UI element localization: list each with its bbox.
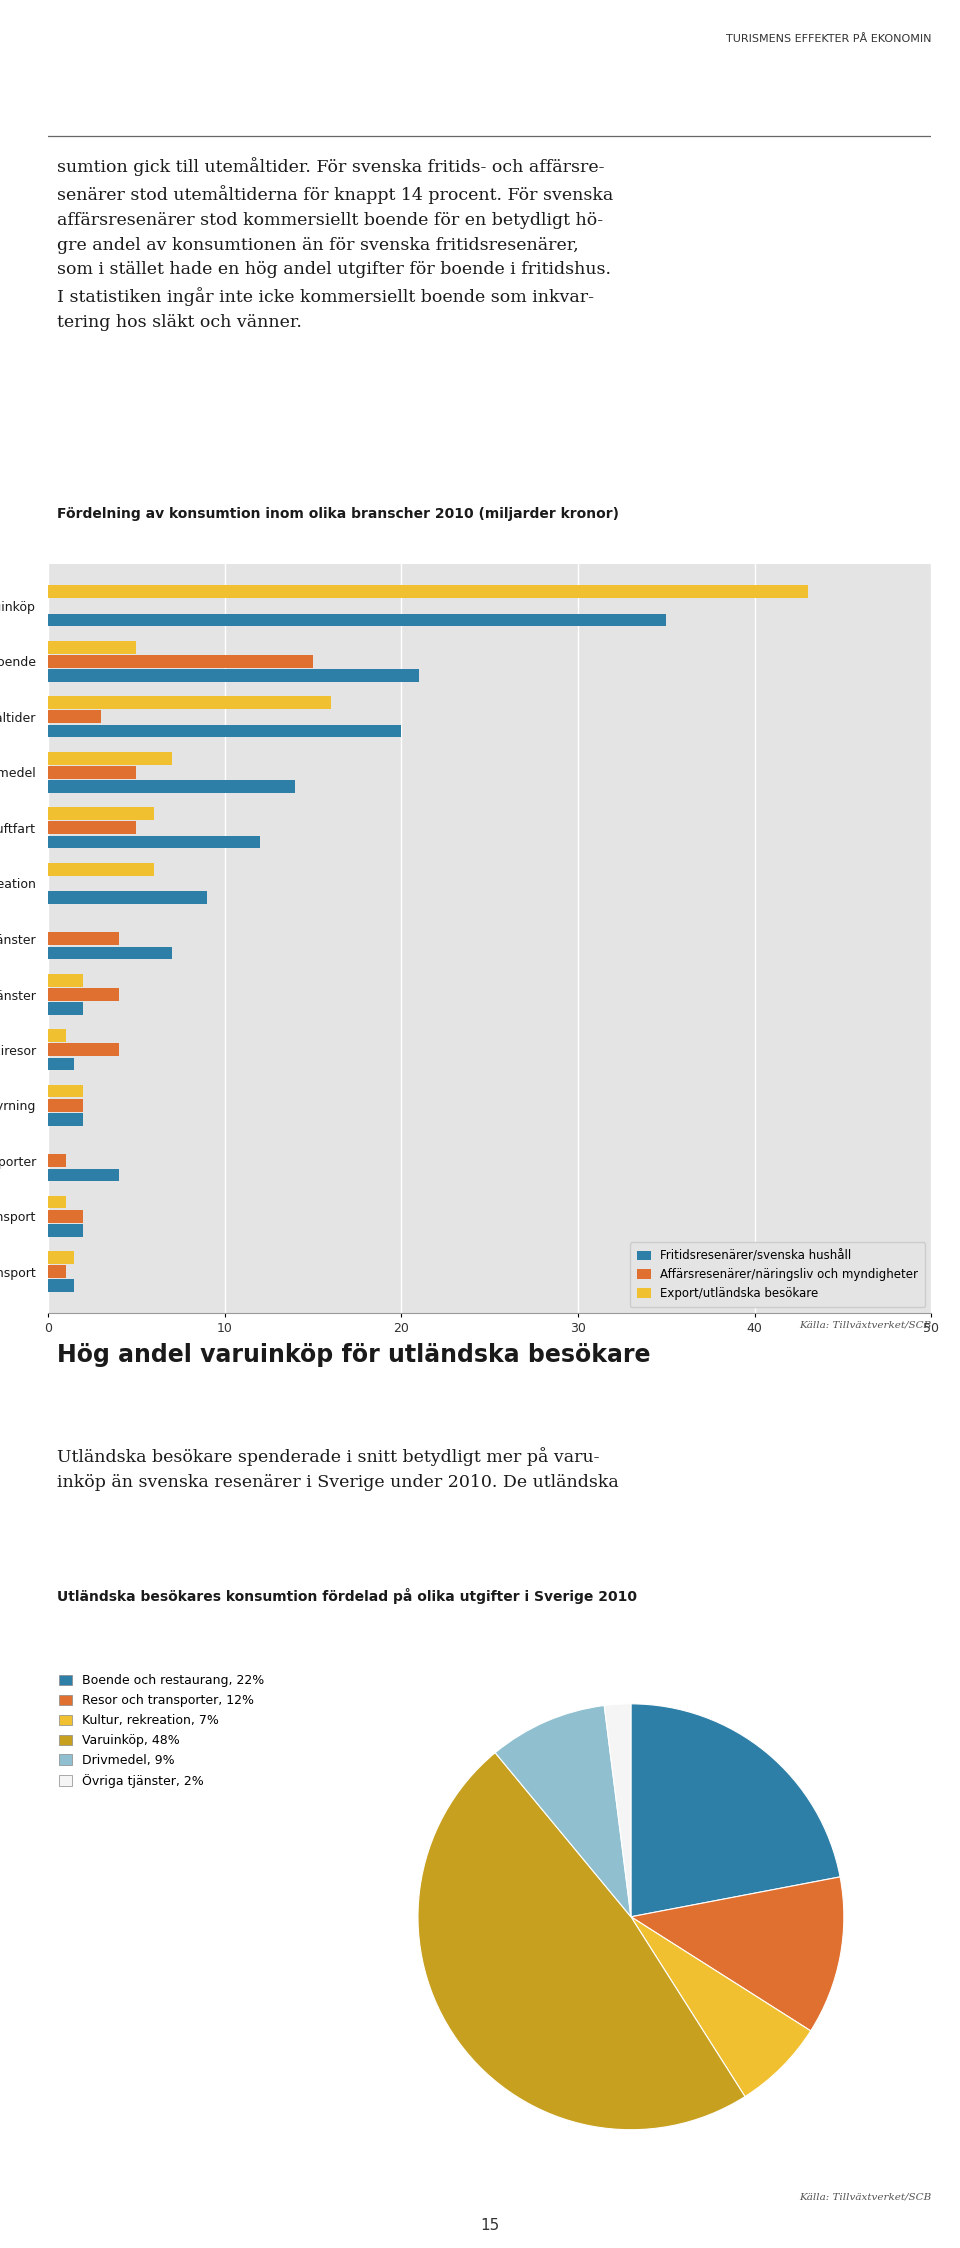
Legend: Boende och restaurang, 22%, Resor och transporter, 12%, Kultur, rekreation, 7%, : Boende och restaurang, 22%, Resor och tr… <box>55 1670 269 1792</box>
Text: Källa: Tillväxtverket/SCB: Källa: Tillväxtverket/SCB <box>799 1322 931 1331</box>
Text: TURISMENS EFFEKTER PÅ EKONOMIN: TURISMENS EFFEKTER PÅ EKONOMIN <box>726 34 931 43</box>
Text: Utländska besökares konsumtion fördelad på olika utgifter i Sverige 2010: Utländska besökares konsumtion fördelad … <box>57 1587 636 1605</box>
Text: Fördelning av konsumtion inom olika branscher 2010 (miljarder kronor): Fördelning av konsumtion inom olika bran… <box>57 506 619 522</box>
Text: Hög andel varuinköp för utländska besökare: Hög andel varuinköp för utländska besöka… <box>57 1342 650 1367</box>
Text: sumtion gick till utemåltider. För svenska fritids- och affärsre-
senärer stod u: sumtion gick till utemåltider. För svens… <box>57 157 613 330</box>
Text: 15: 15 <box>480 2219 499 2232</box>
Text: Utländska besökare spenderade i snitt betydligt mer på varu-
inköp än svenska re: Utländska besökare spenderade i snitt be… <box>57 1448 618 1490</box>
Text: Källa: Tillväxtverket/SCB: Källa: Tillväxtverket/SCB <box>799 2192 931 2201</box>
